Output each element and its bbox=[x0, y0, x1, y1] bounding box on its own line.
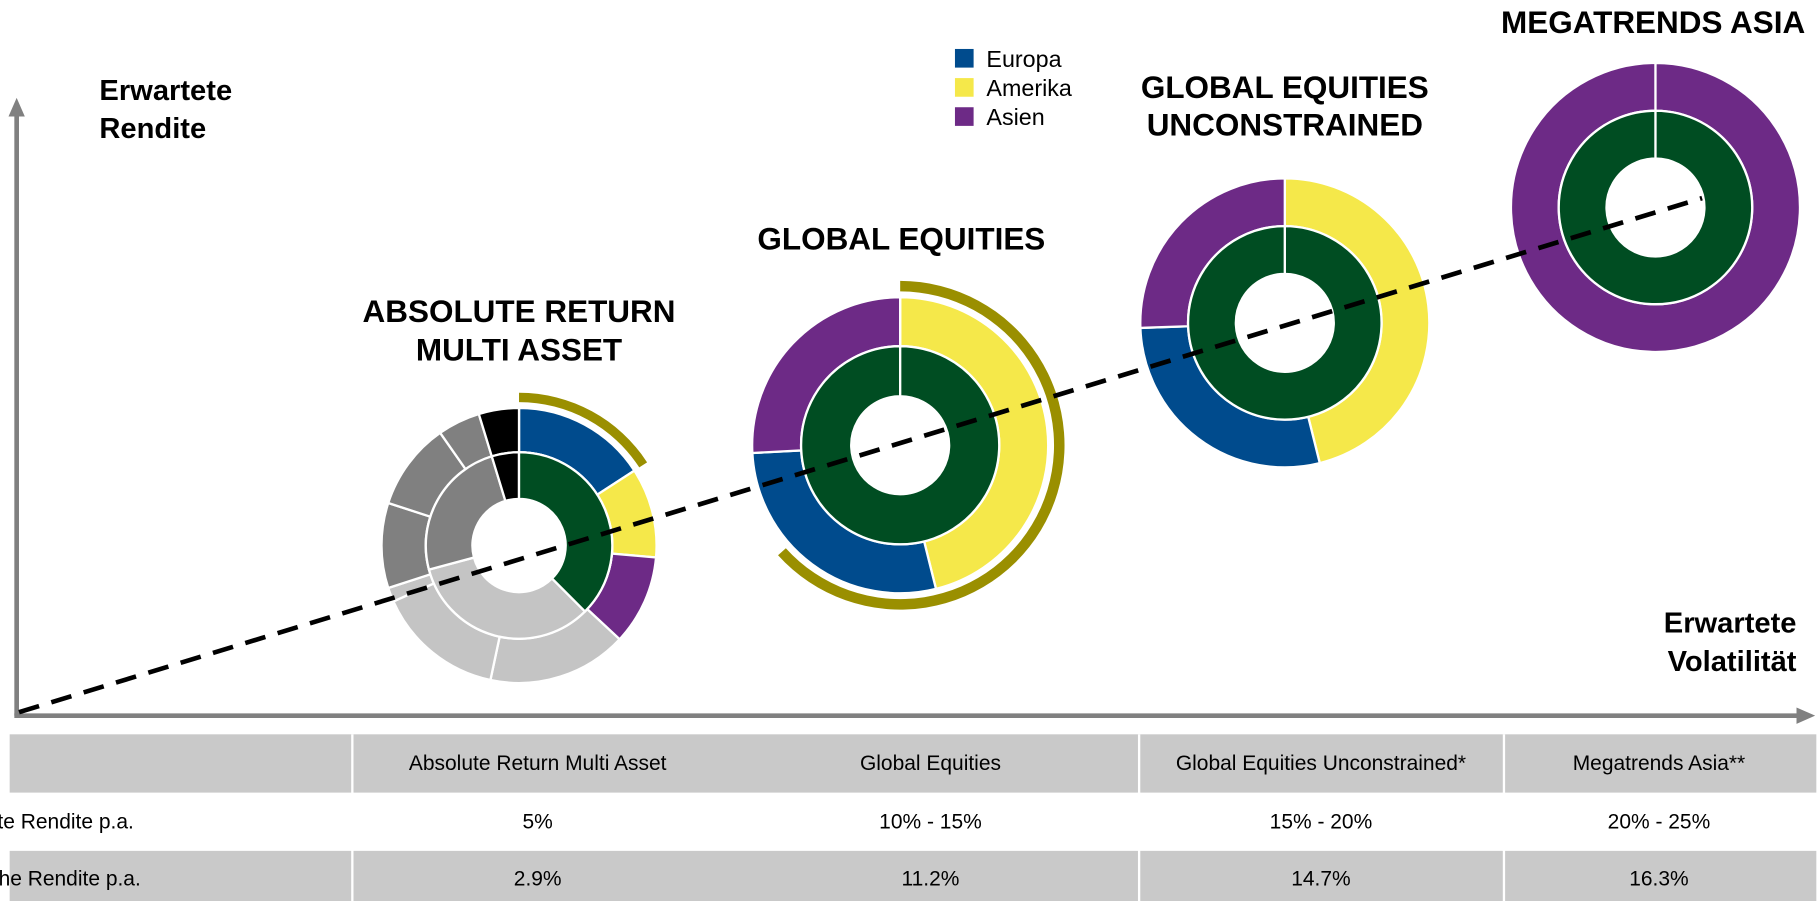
inner-ring bbox=[1186, 224, 1383, 421]
trend-line bbox=[18, 195, 1703, 715]
header-cell: Megatrends Asia** bbox=[1573, 752, 1746, 775]
cell: 15% - 20% bbox=[1270, 810, 1373, 833]
cell: 10% - 15% bbox=[879, 810, 982, 833]
table-row bbox=[9, 850, 1817, 906]
cell: Erwartete Rendite p.a. bbox=[0, 810, 134, 833]
y-arrow bbox=[8, 97, 25, 117]
cell: 14.7% bbox=[1291, 868, 1350, 891]
outer-segment bbox=[1509, 61, 1802, 354]
legend-label: Asien bbox=[986, 104, 1044, 130]
inner-ring bbox=[1557, 109, 1754, 306]
header-cell: Global Equities Unconstrained* bbox=[1176, 752, 1466, 775]
legend-swatch bbox=[954, 48, 974, 68]
highlight-arc bbox=[519, 392, 648, 468]
fund-title: GLOBAL EQUITIES bbox=[757, 222, 1045, 257]
highlight-arc bbox=[778, 280, 1065, 610]
cell: 11.2% bbox=[902, 868, 960, 891]
cell: Historische Rendite p.a. bbox=[0, 868, 141, 891]
fund-title: UNCONSTRAINED bbox=[1147, 107, 1423, 142]
header-row bbox=[9, 734, 1817, 793]
fund-title: MEGATRENDS ASIA bbox=[1501, 5, 1805, 40]
fund-title: GLOBAL EQUITIES bbox=[1141, 70, 1429, 105]
table: Absolute Return Multi Asset Global Equiti… bbox=[0, 734, 1817, 906]
y-label: Rendite bbox=[99, 113, 206, 145]
y-label: Erwartete bbox=[99, 75, 232, 107]
x-label: Erwartete bbox=[1664, 607, 1797, 639]
fund-title: ABSOLUTE RETURN bbox=[363, 294, 676, 329]
fund-title: MULTI ASSET bbox=[416, 332, 622, 367]
legend-label: Europa bbox=[986, 46, 1061, 72]
inner-segment bbox=[424, 454, 507, 572]
inner-segment bbox=[427, 556, 587, 640]
legend-swatch bbox=[954, 78, 974, 97]
cell: 20% - 25% bbox=[1608, 810, 1711, 833]
header-cell: Global Equities bbox=[860, 752, 1001, 775]
legend-swatch bbox=[954, 107, 974, 126]
legend-label: Amerika bbox=[986, 75, 1071, 101]
cell: 2.9% bbox=[514, 868, 562, 891]
x-arrow bbox=[1796, 707, 1816, 724]
cell: 5% bbox=[523, 810, 553, 833]
inner-ring bbox=[799, 345, 1001, 546]
inner-ring bbox=[517, 451, 614, 614]
x-label: Volatilität bbox=[1668, 646, 1797, 678]
cell: 16.3% bbox=[1629, 868, 1688, 891]
header-cell: Absolute Return Multi Asset bbox=[409, 752, 667, 775]
outer-segment bbox=[380, 501, 432, 590]
